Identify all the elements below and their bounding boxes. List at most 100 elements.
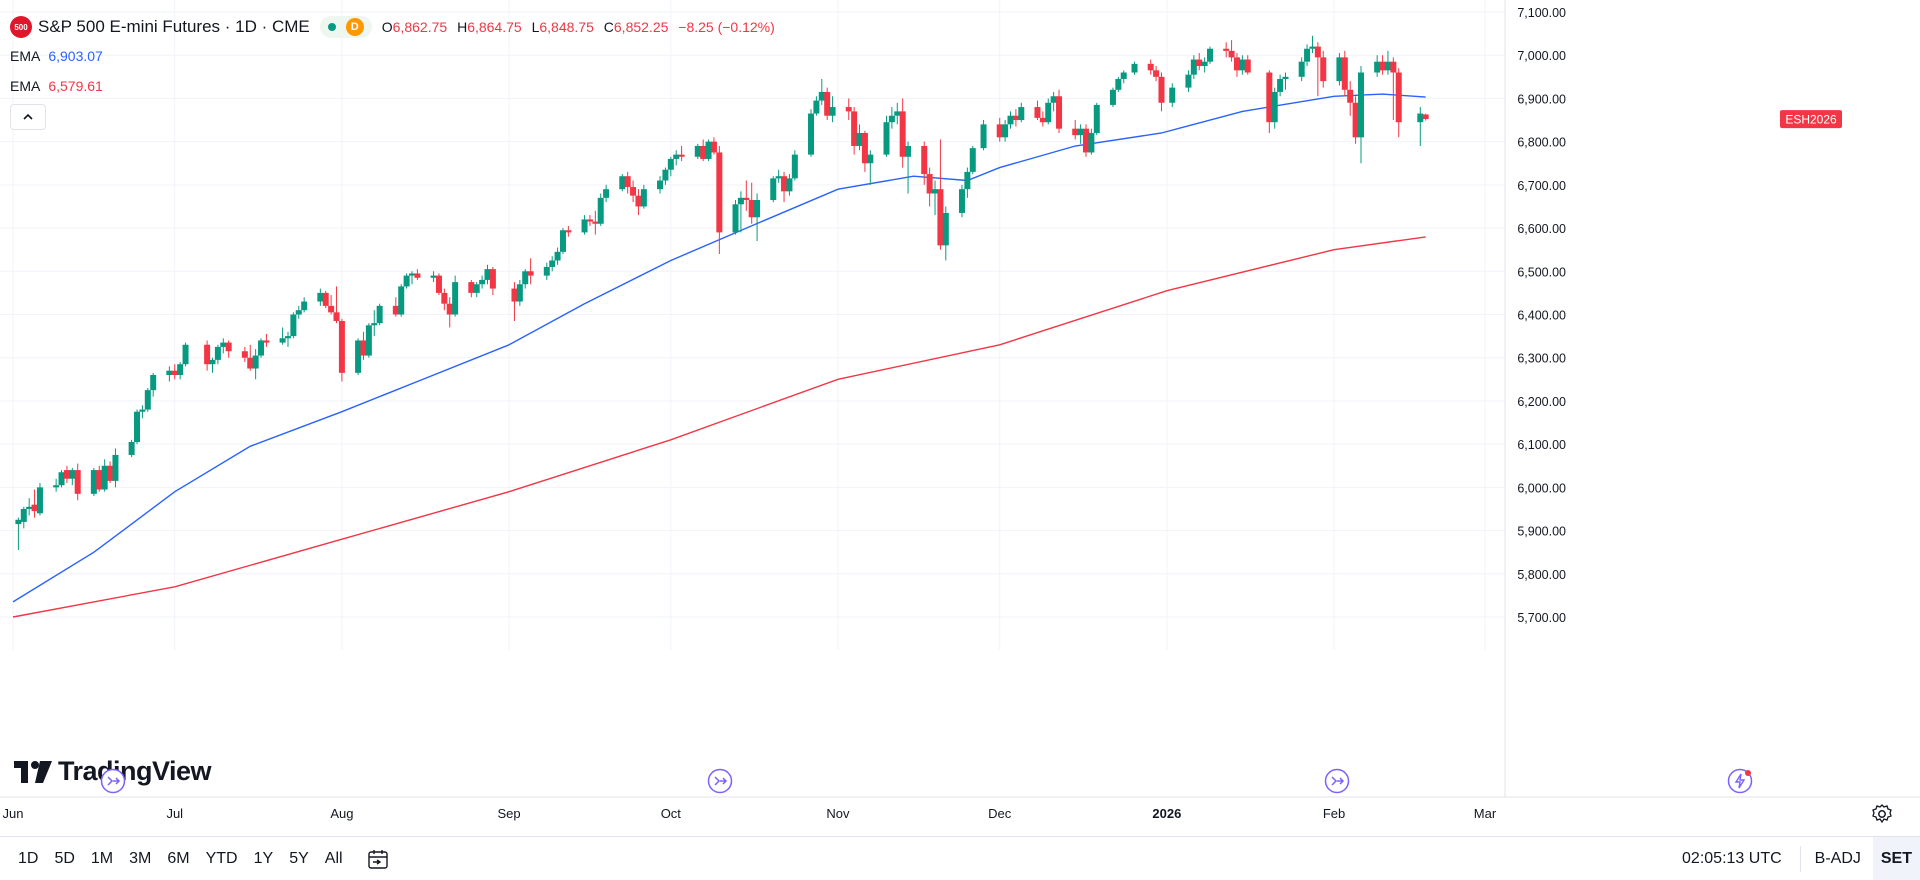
candle bbox=[376, 303, 383, 326]
candle bbox=[1357, 66, 1364, 164]
candle bbox=[26, 498, 33, 516]
tradingview-logo[interactable]: TradingView bbox=[14, 756, 212, 787]
candle bbox=[829, 96, 836, 123]
range-5y-button[interactable]: 5Y bbox=[289, 850, 309, 867]
market-status[interactable]: D bbox=[319, 16, 372, 38]
ema-lines bbox=[12, 93, 1426, 618]
symbol-title[interactable]: S&P 500 E-mini Futures · 1D · CME bbox=[38, 17, 310, 36]
range-1y-button[interactable]: 1Y bbox=[253, 850, 274, 867]
candle bbox=[1153, 66, 1160, 82]
ema-slow-legend[interactable]: EMA 6,579.61 bbox=[10, 78, 103, 94]
candle bbox=[1314, 42, 1321, 97]
candle bbox=[808, 109, 815, 157]
candle bbox=[770, 176, 777, 203]
go-to-date-button[interactable] bbox=[365, 846, 391, 872]
candle bbox=[705, 139, 712, 162]
candle bbox=[107, 461, 114, 484]
candle bbox=[883, 115, 890, 157]
candle bbox=[592, 210, 599, 235]
candle bbox=[818, 78, 825, 105]
tradingview-logo-icon bbox=[14, 760, 52, 783]
range-1m-button[interactable]: 1M bbox=[90, 850, 114, 867]
candle bbox=[1341, 50, 1348, 97]
candle bbox=[554, 247, 561, 265]
range-ytd-button[interactable]: YTD bbox=[205, 850, 238, 867]
economic-event-icon[interactable] bbox=[707, 768, 733, 794]
symbol-price-tag[interactable] bbox=[1780, 110, 1842, 129]
market-open-icon bbox=[327, 23, 336, 31]
y-tick-label: 7,100.00 bbox=[1517, 6, 1566, 20]
range-1d-button[interactable]: 1D bbox=[18, 850, 39, 867]
candle bbox=[317, 288, 324, 306]
back-adjust-toggle[interactable]: B-ADJ bbox=[1814, 849, 1861, 867]
candle bbox=[1056, 89, 1063, 133]
candle bbox=[1395, 68, 1402, 138]
candle bbox=[1034, 100, 1041, 121]
candle bbox=[112, 448, 119, 488]
candle bbox=[543, 262, 550, 280]
y-tick-label: 7,000.00 bbox=[1517, 49, 1566, 63]
bottom-toolbar: 1D 5D 1M 3M 6M YTD 1Y 5Y All 02:05:13 UT… bbox=[0, 836, 1920, 880]
candle bbox=[171, 364, 178, 380]
candle bbox=[1352, 96, 1359, 144]
candle bbox=[204, 340, 211, 371]
candle bbox=[365, 323, 372, 358]
range-all-button[interactable]: All bbox=[324, 850, 343, 867]
candle bbox=[1039, 111, 1046, 127]
candle bbox=[856, 124, 863, 151]
collapse-legend-button[interactable] bbox=[10, 104, 46, 130]
bottom-right-tools: 02:05:13 UTC B-ADJ SET bbox=[1682, 837, 1920, 880]
ema-fast-legend[interactable]: EMA 6,903.07 bbox=[10, 48, 103, 64]
x-tick-label: Jul bbox=[166, 806, 183, 821]
candle bbox=[845, 98, 852, 121]
candle bbox=[1390, 57, 1397, 121]
candle bbox=[1120, 70, 1127, 84]
range-3m-button[interactable]: 3M bbox=[129, 850, 152, 867]
candle bbox=[128, 439, 135, 458]
chart-settings-icon[interactable] bbox=[1870, 802, 1894, 826]
symbol-legend[interactable]: 500 S&P 500 E-mini Futures · 1D · CME D … bbox=[10, 16, 781, 38]
range-5d-button[interactable]: 5D bbox=[54, 850, 75, 867]
candle bbox=[31, 489, 38, 518]
candle bbox=[177, 362, 184, 380]
candle bbox=[775, 169, 782, 183]
candle bbox=[1282, 72, 1289, 90]
change-value: −8.25 (−0.12%) bbox=[678, 19, 775, 35]
y-tick-label: 6,800.00 bbox=[1517, 136, 1566, 150]
ohlc-values: O6,862.75 H6,864.75 L6,848.75 C6,852.25 … bbox=[382, 19, 781, 35]
range-6m-button[interactable]: 6M bbox=[167, 850, 190, 867]
candle bbox=[53, 478, 60, 492]
y-tick-label: 6,500.00 bbox=[1517, 265, 1566, 279]
y-tick-label: 6,900.00 bbox=[1517, 92, 1566, 106]
settlement-toggle[interactable]: SET bbox=[1872, 837, 1920, 880]
candle bbox=[182, 342, 189, 367]
y-tick-label: 5,700.00 bbox=[1517, 611, 1566, 625]
x-tick-label: Jun bbox=[3, 806, 24, 821]
candle bbox=[824, 87, 831, 121]
ema-fast-label: EMA bbox=[10, 48, 41, 64]
candle bbox=[710, 137, 717, 155]
candle bbox=[1228, 40, 1235, 62]
low-key: L bbox=[531, 19, 540, 35]
candle bbox=[225, 340, 232, 358]
timezone-clock[interactable]: 02:05:13 UTC bbox=[1682, 849, 1782, 867]
candle bbox=[511, 282, 518, 321]
dividend-event-icon[interactable] bbox=[100, 768, 126, 794]
candle bbox=[921, 141, 928, 185]
economic-event-icon[interactable] bbox=[1324, 768, 1350, 794]
candle bbox=[888, 107, 895, 129]
candle bbox=[581, 215, 588, 235]
y-tick-label: 6,600.00 bbox=[1517, 222, 1566, 236]
x-tick-label: Aug bbox=[330, 806, 353, 821]
candle bbox=[1190, 55, 1197, 79]
candle bbox=[392, 297, 399, 317]
close-value: 6,852.25 bbox=[613, 19, 669, 35]
candle bbox=[1304, 44, 1311, 67]
candle bbox=[1309, 35, 1316, 54]
price-chart[interactable]: 7,100.00 7,000.00 6,900.00 6,800.00 6,700.00… bbox=[0, 0, 1920, 836]
candle bbox=[333, 286, 340, 324]
candle bbox=[700, 139, 707, 162]
candle bbox=[937, 139, 944, 250]
flash-event-icon[interactable] bbox=[1727, 768, 1753, 794]
candle bbox=[1271, 87, 1278, 129]
